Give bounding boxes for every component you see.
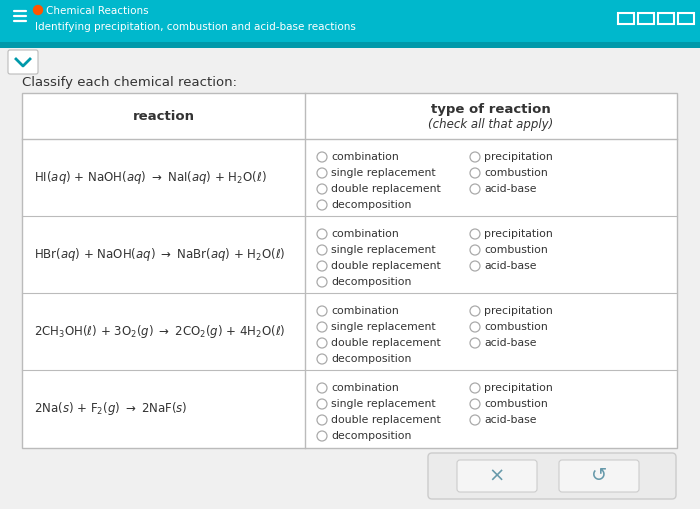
FancyBboxPatch shape xyxy=(22,93,677,448)
FancyBboxPatch shape xyxy=(0,42,700,48)
Text: combustion: combustion xyxy=(484,168,547,178)
FancyBboxPatch shape xyxy=(638,13,654,24)
Text: double replacement: double replacement xyxy=(331,415,441,425)
FancyBboxPatch shape xyxy=(618,13,634,24)
Text: combustion: combustion xyxy=(484,399,547,409)
Text: decomposition: decomposition xyxy=(331,200,412,210)
Circle shape xyxy=(317,415,327,425)
Text: precipitation: precipitation xyxy=(484,383,553,393)
Circle shape xyxy=(470,383,480,393)
Circle shape xyxy=(317,354,327,364)
Text: Chemical Reactions: Chemical Reactions xyxy=(46,6,148,16)
Text: decomposition: decomposition xyxy=(331,431,412,441)
Text: combination: combination xyxy=(331,306,399,316)
Circle shape xyxy=(317,322,327,332)
Circle shape xyxy=(34,6,43,14)
Circle shape xyxy=(317,200,327,210)
Circle shape xyxy=(317,229,327,239)
Circle shape xyxy=(317,277,327,287)
Circle shape xyxy=(317,245,327,255)
Circle shape xyxy=(317,338,327,348)
Text: precipitation: precipitation xyxy=(484,152,553,162)
FancyBboxPatch shape xyxy=(0,0,700,42)
FancyBboxPatch shape xyxy=(559,460,639,492)
Text: acid-base: acid-base xyxy=(484,261,536,271)
Circle shape xyxy=(470,261,480,271)
Circle shape xyxy=(317,261,327,271)
Text: reaction: reaction xyxy=(132,109,195,123)
Circle shape xyxy=(470,306,480,316)
Text: acid-base: acid-base xyxy=(484,184,536,194)
Circle shape xyxy=(470,322,480,332)
FancyBboxPatch shape xyxy=(658,13,674,24)
Circle shape xyxy=(470,184,480,194)
Text: decomposition: decomposition xyxy=(331,277,412,287)
Circle shape xyxy=(470,245,480,255)
Circle shape xyxy=(470,399,480,409)
Text: combination: combination xyxy=(331,229,399,239)
Circle shape xyxy=(317,184,327,194)
Text: combination: combination xyxy=(331,383,399,393)
Text: single replacement: single replacement xyxy=(331,399,435,409)
Circle shape xyxy=(317,306,327,316)
Text: Classify each chemical reaction:: Classify each chemical reaction: xyxy=(22,75,237,89)
Circle shape xyxy=(470,168,480,178)
Text: double replacement: double replacement xyxy=(331,338,441,348)
Text: combustion: combustion xyxy=(484,322,547,332)
Text: 2CH$_3$OH$(ℓ)$ + 3O$_2(g)$ $\rightarrow$ 2CO$_2(g)$ + 4H$_2$O$(ℓ)$: 2CH$_3$OH$(ℓ)$ + 3O$_2(g)$ $\rightarrow$… xyxy=(34,323,286,340)
FancyBboxPatch shape xyxy=(678,13,694,24)
Text: ↺: ↺ xyxy=(591,467,607,486)
Text: HBr$(aq)$ + NaOH$(aq)$ $\rightarrow$ NaBr$(aq)$ + H$_2$O$(ℓ)$: HBr$(aq)$ + NaOH$(aq)$ $\rightarrow$ NaB… xyxy=(34,246,286,263)
Text: precipitation: precipitation xyxy=(484,229,553,239)
Circle shape xyxy=(470,229,480,239)
Text: combustion: combustion xyxy=(484,245,547,255)
Text: single replacement: single replacement xyxy=(331,322,435,332)
Text: single replacement: single replacement xyxy=(331,168,435,178)
Text: ×: × xyxy=(489,467,505,486)
FancyBboxPatch shape xyxy=(8,50,38,74)
FancyBboxPatch shape xyxy=(428,453,676,499)
Text: 2Na$(s)$ + F$_2(g)$ $\rightarrow$ 2NaF$(s)$: 2Na$(s)$ + F$_2(g)$ $\rightarrow$ 2NaF$(… xyxy=(34,400,188,417)
Text: combination: combination xyxy=(331,152,399,162)
Text: (check all that apply): (check all that apply) xyxy=(428,118,554,130)
Circle shape xyxy=(317,152,327,162)
FancyBboxPatch shape xyxy=(457,460,537,492)
Circle shape xyxy=(470,338,480,348)
Circle shape xyxy=(317,383,327,393)
Text: decomposition: decomposition xyxy=(331,354,412,364)
Circle shape xyxy=(470,152,480,162)
Text: type of reaction: type of reaction xyxy=(431,102,551,116)
Text: acid-base: acid-base xyxy=(484,415,536,425)
Text: Identifying precipitation, combustion and acid-base reactions: Identifying precipitation, combustion an… xyxy=(35,22,356,32)
Text: single replacement: single replacement xyxy=(331,245,435,255)
Text: double replacement: double replacement xyxy=(331,261,441,271)
Circle shape xyxy=(317,431,327,441)
Text: acid-base: acid-base xyxy=(484,338,536,348)
Circle shape xyxy=(317,168,327,178)
Circle shape xyxy=(317,399,327,409)
Text: precipitation: precipitation xyxy=(484,306,553,316)
Circle shape xyxy=(470,415,480,425)
Text: HI$(aq)$ + NaOH$(aq)$ $\rightarrow$ NaI$(aq)$ + H$_2$O$(ℓ)$: HI$(aq)$ + NaOH$(aq)$ $\rightarrow$ NaI$… xyxy=(34,169,267,186)
Text: double replacement: double replacement xyxy=(331,184,441,194)
